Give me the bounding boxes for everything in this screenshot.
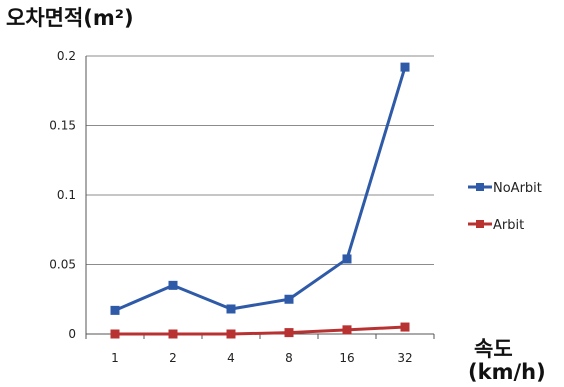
y-tick-label: 0.1 — [57, 188, 76, 202]
x-axis-unit-label: (km/h) — [468, 360, 546, 384]
series-line-NoArbit — [114, 66, 407, 312]
x-tick-label: 4 — [227, 351, 235, 365]
data-point-NoArbit — [342, 254, 352, 264]
data-point-NoArbit — [400, 62, 410, 72]
y-tick-label: 0.05 — [49, 258, 76, 272]
legend-swatch-marker-Arbit — [476, 220, 484, 228]
x-tick-label: 8 — [285, 351, 293, 365]
data-point-NoArbit — [110, 305, 120, 315]
legend-label-Arbit: Arbit — [493, 218, 524, 233]
y-tick-label: 0.2 — [57, 49, 76, 63]
y-tick-label: 0 — [68, 327, 76, 341]
data-point-NoArbit — [226, 304, 236, 314]
data-point-NoArbit — [168, 280, 178, 290]
x-axis-label: 속도 — [474, 337, 513, 361]
data-point-Arbit — [284, 328, 294, 338]
legend-label-NoArbit: NoArbit — [493, 181, 542, 196]
series-line-Arbit — [115, 325, 406, 336]
x-tick-label: 2 — [169, 351, 177, 365]
legend-swatch-marker-NoArbit — [476, 183, 484, 191]
data-point-Arbit — [400, 322, 410, 332]
data-point-Arbit — [342, 325, 352, 335]
y-axis-label: 오차면적(m²) — [6, 6, 134, 30]
x-tick-label: 1 — [111, 351, 119, 365]
data-point-Arbit — [168, 329, 178, 339]
data-point-Arbit — [226, 329, 236, 339]
x-tick-label: 32 — [397, 351, 412, 365]
data-point-NoArbit — [284, 294, 294, 304]
y-tick-label: 0.15 — [49, 119, 76, 133]
x-tick-label: 16 — [339, 351, 354, 365]
data-point-Arbit — [110, 329, 120, 339]
